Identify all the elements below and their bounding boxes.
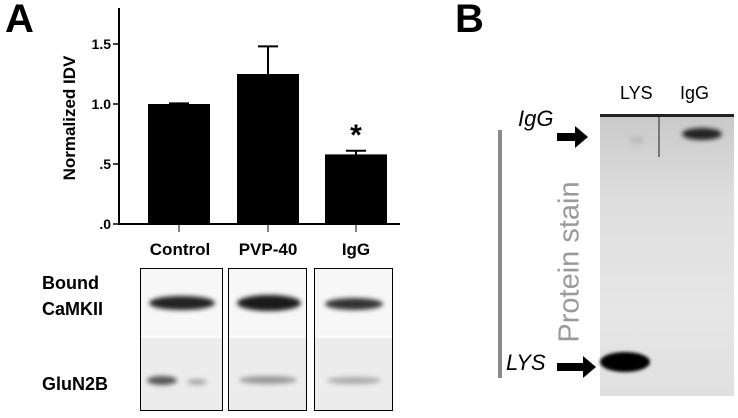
- category-label-control: Control: [149, 240, 211, 259]
- arrow-right-icon: [557, 356, 596, 378]
- blot-row-label-camkii: CaMKII: [42, 299, 104, 319]
- y-tick-label: 1.5: [92, 36, 112, 52]
- blot-pvp40: [228, 268, 307, 411]
- bar-chart: .0 .5 1.0 1.5 *: [92, 8, 400, 232]
- category-label-igg: IgG: [341, 240, 371, 259]
- panel-b-label: B: [455, 0, 484, 41]
- marker-label-lys: LYS: [506, 350, 546, 375]
- stain-bracket-line: [498, 130, 502, 378]
- blot-row-label-bound: Bound: [42, 273, 99, 293]
- y-tick-label: .0: [99, 216, 111, 232]
- significance-asterisk: *: [350, 119, 362, 152]
- category-label-pvp40: PVP-40: [238, 240, 298, 259]
- lane-label-igg: IgG: [680, 83, 710, 103]
- protein-stain-label: Protein stain: [553, 181, 586, 343]
- panel-a-label: A: [5, 0, 34, 41]
- y-tick-label: 1.0: [92, 96, 112, 112]
- bar-igg: [325, 154, 387, 224]
- blot-control: [140, 268, 223, 411]
- marker-label-igg: IgG: [518, 106, 554, 131]
- protein-gel: [600, 114, 734, 396]
- y-tick-label: .5: [99, 156, 111, 172]
- blot-igg: [314, 268, 393, 411]
- blot-row-label-glun2b: GluN2B: [42, 374, 109, 394]
- bar-control: [148, 104, 210, 224]
- bar-pvp-40: [237, 74, 299, 224]
- arrow-right-icon: [557, 126, 588, 148]
- lane-label-lys: LYS: [620, 83, 653, 103]
